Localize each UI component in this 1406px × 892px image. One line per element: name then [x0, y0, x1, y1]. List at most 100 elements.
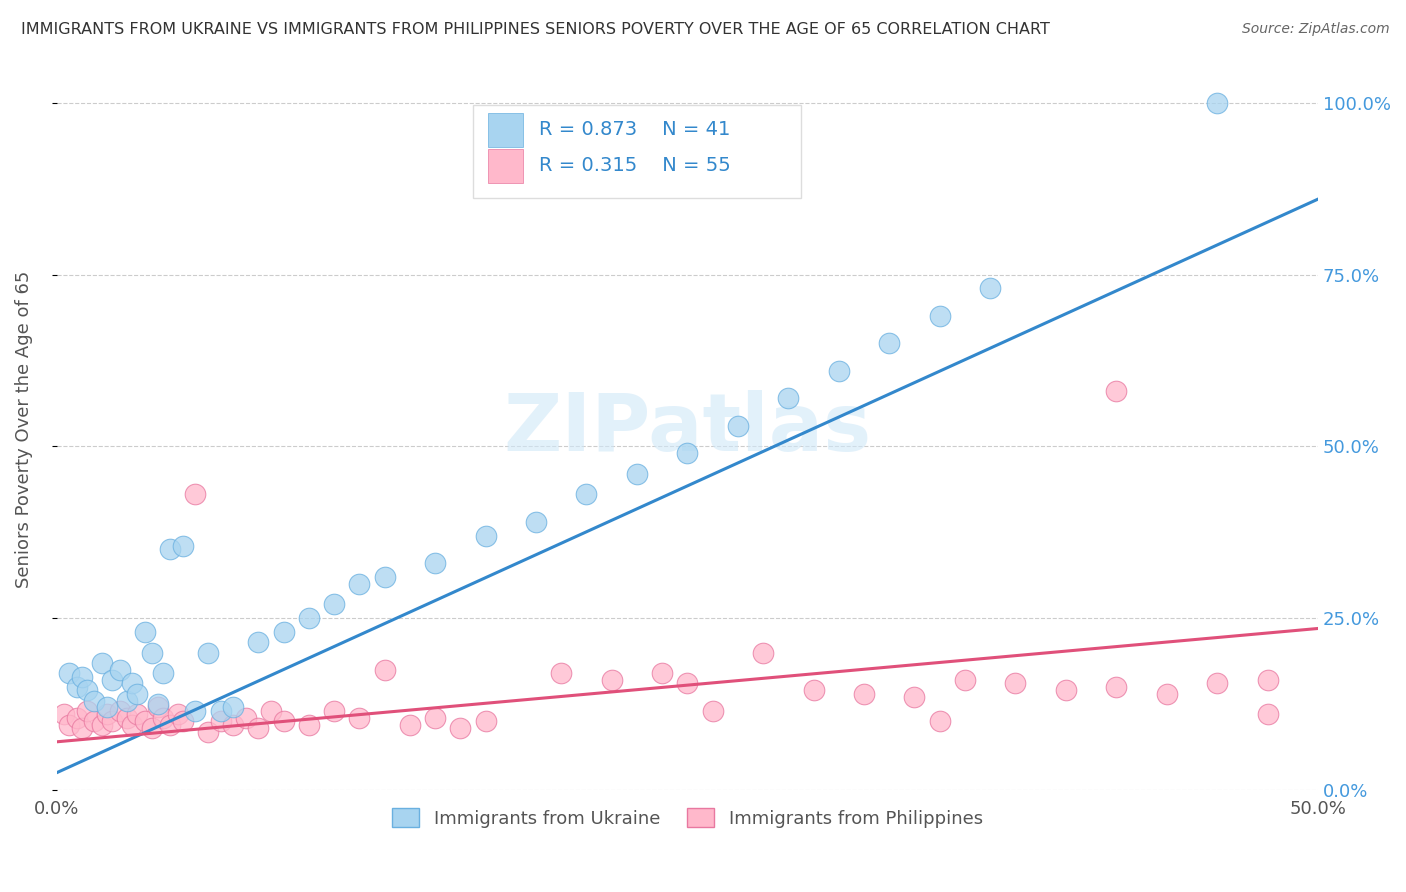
- Point: [273, 714, 295, 729]
- Point: [374, 663, 396, 677]
- Point: [184, 704, 207, 718]
- Point: [474, 529, 496, 543]
- Point: [398, 717, 420, 731]
- Point: [83, 714, 105, 729]
- Point: [349, 711, 371, 725]
- FancyBboxPatch shape: [472, 104, 801, 198]
- Point: [66, 680, 89, 694]
- Text: IMMIGRANTS FROM UKRAINE VS IMMIGRANTS FROM PHILIPPINES SENIORS POVERTY OVER THE : IMMIGRANTS FROM UKRAINE VS IMMIGRANTS FR…: [21, 22, 1050, 37]
- Point: [853, 687, 876, 701]
- Point: [117, 711, 139, 725]
- Point: [197, 646, 219, 660]
- Point: [76, 683, 98, 698]
- Point: [1054, 683, 1077, 698]
- Point: [101, 714, 124, 729]
- Bar: [488, 112, 523, 147]
- Point: [53, 707, 76, 722]
- Point: [247, 721, 270, 735]
- Point: [83, 693, 105, 707]
- Point: [423, 711, 446, 725]
- Point: [235, 711, 257, 725]
- Point: [141, 721, 163, 735]
- Point: [70, 721, 93, 735]
- Point: [121, 676, 143, 690]
- Point: [172, 714, 194, 729]
- Point: [752, 646, 775, 660]
- Point: [152, 666, 174, 681]
- Point: [374, 570, 396, 584]
- Point: [928, 714, 950, 729]
- Legend: Immigrants from Ukraine, Immigrants from Philippines: Immigrants from Ukraine, Immigrants from…: [385, 801, 990, 835]
- Text: ZIPatlas: ZIPatlas: [503, 390, 872, 468]
- Point: [1004, 676, 1026, 690]
- Point: [197, 724, 219, 739]
- Point: [449, 721, 471, 735]
- Point: [600, 673, 623, 687]
- Point: [349, 576, 371, 591]
- Point: [298, 717, 321, 731]
- Point: [58, 666, 80, 681]
- Point: [146, 697, 169, 711]
- Point: [101, 673, 124, 687]
- Point: [828, 364, 851, 378]
- Point: [134, 714, 156, 729]
- Text: R = 0.315    N = 55: R = 0.315 N = 55: [538, 156, 730, 176]
- Text: R = 0.873    N = 41: R = 0.873 N = 41: [538, 120, 730, 139]
- Y-axis label: Seniors Poverty Over the Age of 65: Seniors Poverty Over the Age of 65: [15, 270, 32, 588]
- Point: [222, 717, 245, 731]
- Point: [626, 467, 648, 481]
- Text: Source: ZipAtlas.com: Source: ZipAtlas.com: [1241, 22, 1389, 37]
- Point: [651, 666, 673, 681]
- Point: [474, 714, 496, 729]
- Point: [260, 704, 283, 718]
- Point: [108, 704, 131, 718]
- Point: [146, 700, 169, 714]
- Point: [184, 487, 207, 501]
- Point: [727, 418, 749, 433]
- Point: [108, 663, 131, 677]
- Point: [209, 704, 232, 718]
- Point: [778, 392, 800, 406]
- Point: [66, 711, 89, 725]
- Point: [928, 309, 950, 323]
- Point: [91, 656, 114, 670]
- Point: [323, 704, 346, 718]
- Point: [1156, 687, 1178, 701]
- Point: [273, 624, 295, 639]
- Point: [152, 711, 174, 725]
- Point: [903, 690, 925, 705]
- Point: [96, 707, 118, 722]
- Point: [222, 700, 245, 714]
- Point: [575, 487, 598, 501]
- Point: [323, 598, 346, 612]
- Point: [247, 635, 270, 649]
- Point: [76, 704, 98, 718]
- Point: [676, 676, 699, 690]
- Point: [979, 281, 1001, 295]
- Point: [423, 556, 446, 570]
- Point: [676, 446, 699, 460]
- Point: [141, 646, 163, 660]
- Bar: [488, 149, 523, 183]
- Point: [1206, 95, 1229, 110]
- Point: [209, 714, 232, 729]
- Point: [1257, 673, 1279, 687]
- Point: [127, 687, 149, 701]
- Point: [1206, 676, 1229, 690]
- Point: [134, 624, 156, 639]
- Point: [1257, 707, 1279, 722]
- Point: [127, 707, 149, 722]
- Point: [91, 717, 114, 731]
- Point: [702, 704, 724, 718]
- Point: [298, 611, 321, 625]
- Point: [58, 717, 80, 731]
- Point: [166, 707, 188, 722]
- Point: [96, 700, 118, 714]
- Point: [953, 673, 976, 687]
- Point: [1105, 384, 1128, 399]
- Point: [803, 683, 825, 698]
- Point: [877, 336, 900, 351]
- Point: [159, 542, 181, 557]
- Point: [172, 539, 194, 553]
- Point: [117, 693, 139, 707]
